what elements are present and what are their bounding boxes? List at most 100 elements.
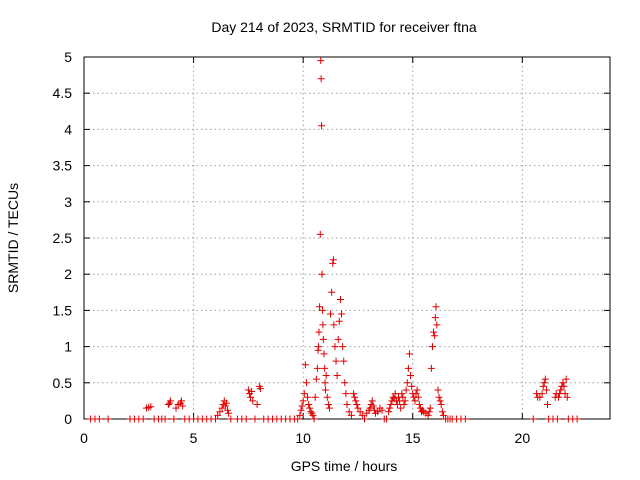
data-point [404, 364, 412, 372]
data-point [554, 393, 562, 401]
data-point [432, 303, 440, 311]
data-point [386, 404, 394, 412]
data-point [170, 415, 178, 423]
x-tick-label: 0 [80, 430, 88, 446]
data-point [319, 321, 327, 329]
data-point [299, 397, 307, 405]
data-point [179, 402, 187, 410]
data-point [104, 415, 112, 423]
data-point [398, 390, 406, 398]
grid [84, 57, 610, 419]
data-point [332, 357, 340, 365]
data-point [249, 397, 257, 405]
data-point [559, 379, 567, 387]
data-point [431, 332, 439, 340]
data-point [431, 314, 439, 322]
data-point [347, 411, 355, 419]
x-tick-label: 5 [190, 430, 198, 446]
data-point [327, 310, 335, 318]
data-point [370, 406, 378, 414]
data-point [251, 415, 259, 423]
data-point [413, 386, 421, 394]
data-point [247, 393, 255, 401]
data-point [297, 406, 305, 414]
data-point [541, 375, 549, 383]
data-point [331, 343, 339, 351]
data-point [322, 372, 330, 380]
data-point [557, 386, 565, 394]
data-point [311, 393, 319, 401]
data-point [253, 401, 261, 409]
data-point [345, 408, 353, 416]
data-point [330, 321, 338, 329]
data-point [227, 415, 235, 423]
data-point [356, 408, 364, 416]
data-point [562, 375, 570, 383]
data-point [430, 328, 438, 336]
data-point [310, 415, 318, 423]
chart-title: Day 214 of 2023, SRMTID for receiver ftn… [211, 19, 477, 35]
data-point [368, 397, 376, 405]
data-point [214, 411, 222, 419]
data-point [316, 303, 324, 311]
y-axis-label: SRMTID / TECUs [5, 183, 21, 293]
data-point [354, 404, 362, 412]
data-point [335, 317, 343, 325]
data-point [561, 390, 569, 398]
data-point [544, 401, 552, 409]
data-point [139, 415, 147, 423]
data-point [224, 406, 232, 414]
data-point [560, 382, 568, 390]
data-point [340, 357, 348, 365]
data-point [307, 408, 315, 416]
data-point [536, 393, 544, 401]
data-point [397, 404, 405, 412]
data-point [374, 408, 382, 416]
data-point [563, 393, 571, 401]
data-point [256, 385, 264, 393]
data-points [87, 57, 581, 423]
data-point [369, 402, 377, 410]
data-point [399, 393, 407, 401]
data-point [242, 415, 250, 423]
data-point [304, 393, 312, 401]
data-point [296, 411, 304, 419]
data-point [427, 364, 435, 372]
x-tick-label: 15 [405, 430, 421, 446]
data-point [336, 296, 344, 304]
data-point [405, 350, 413, 358]
data-point [216, 408, 224, 416]
data-point [244, 386, 252, 394]
data-point [147, 403, 155, 411]
data-point [329, 256, 337, 264]
data-point [542, 386, 550, 394]
data-point [302, 379, 310, 387]
data-point [301, 361, 309, 369]
data-point [334, 335, 342, 343]
data-point [412, 390, 420, 398]
data-point [358, 411, 366, 419]
data-point [225, 409, 233, 417]
data-point [385, 408, 393, 416]
data-point [325, 404, 333, 412]
data-point [351, 393, 359, 401]
data-point [573, 415, 581, 423]
data-point [438, 408, 446, 416]
data-point [411, 397, 419, 405]
data-point [461, 415, 469, 423]
data-point [439, 411, 447, 419]
y-tick-label: 2.5 [53, 230, 73, 246]
data-point [393, 401, 401, 409]
data-point [300, 390, 308, 398]
data-point [419, 406, 427, 414]
y-axis: 0 0.5 1 1.5 2 2.5 3 3.5 4 4.5 5 [53, 49, 610, 427]
data-point [319, 335, 327, 343]
data-point [324, 401, 332, 409]
y-tick-label: 0 [64, 411, 72, 427]
y-tick-label: 1 [64, 339, 72, 355]
y-tick-label: 5 [64, 49, 72, 65]
data-point [321, 364, 329, 372]
data-point [339, 343, 347, 351]
data-point [212, 415, 219, 423]
